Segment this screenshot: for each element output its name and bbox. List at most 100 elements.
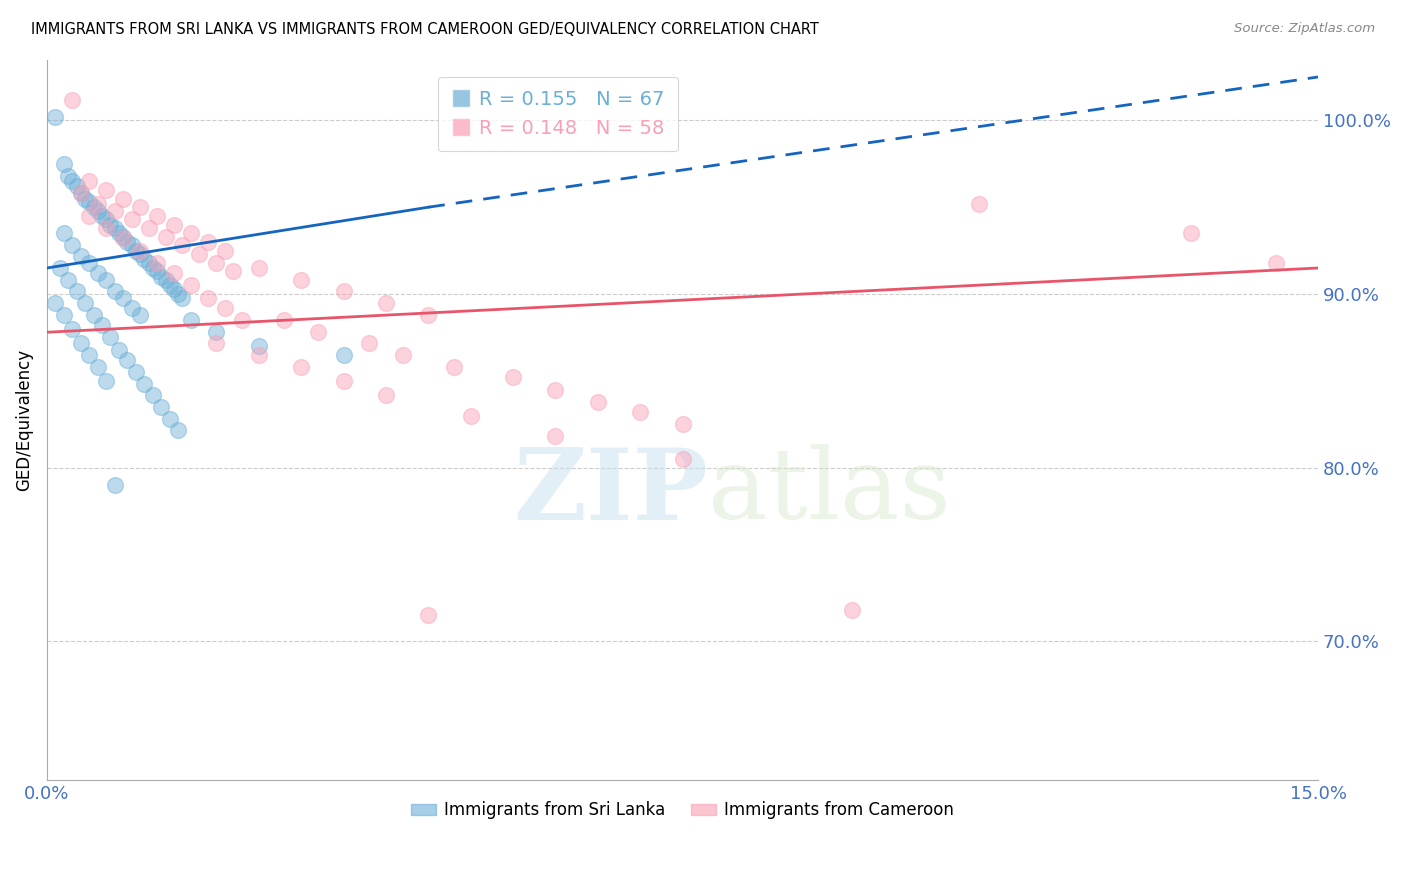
Point	[129, 247, 152, 261]
Point	[443, 359, 465, 374]
Point	[121, 212, 143, 227]
Point	[77, 174, 100, 188]
Point	[502, 370, 524, 384]
Point	[117, 353, 139, 368]
Point	[112, 229, 135, 244]
Text: IMMIGRANTS FROM SRI LANKA VS IMMIGRANTS FROM CAMEROON GED/EQUIVALENCY CORRELATIO: IMMIGRANTS FROM SRI LANKA VS IMMIGRANTS …	[31, 22, 818, 37]
Point	[231, 313, 253, 327]
Point	[188, 247, 211, 261]
Point	[60, 93, 83, 107]
Point	[544, 429, 567, 443]
Point	[44, 295, 66, 310]
Point	[146, 264, 169, 278]
Point	[96, 221, 118, 235]
Point	[65, 284, 87, 298]
Point	[214, 244, 236, 258]
Point	[332, 374, 354, 388]
Point	[65, 179, 87, 194]
Point	[155, 273, 177, 287]
Point	[544, 383, 567, 397]
Point	[129, 244, 152, 258]
Point	[100, 218, 122, 232]
Point	[108, 227, 131, 241]
Point	[586, 394, 609, 409]
Point	[44, 110, 66, 124]
Point	[247, 348, 270, 362]
Point	[214, 301, 236, 315]
Y-axis label: GED/Equivalency: GED/Equivalency	[15, 349, 32, 491]
Point	[159, 278, 181, 293]
Point	[134, 377, 156, 392]
Point	[332, 284, 354, 298]
Point	[273, 313, 295, 327]
Point	[96, 374, 118, 388]
Point	[77, 209, 100, 223]
Point	[56, 273, 79, 287]
Point	[121, 238, 143, 252]
Point	[112, 192, 135, 206]
Point	[83, 308, 105, 322]
Point	[96, 273, 118, 287]
Point	[73, 192, 96, 206]
Point	[460, 409, 482, 423]
Point	[967, 196, 990, 211]
Point	[52, 308, 75, 322]
Point	[167, 423, 190, 437]
Point	[1180, 227, 1202, 241]
Point	[91, 209, 114, 223]
Point	[374, 295, 396, 310]
Point	[112, 231, 135, 245]
Point	[247, 339, 270, 353]
Point	[150, 400, 173, 414]
Point	[104, 203, 127, 218]
Point	[374, 388, 396, 402]
Point	[87, 196, 110, 211]
Point	[163, 266, 186, 280]
Point	[671, 417, 693, 432]
Text: ZIP: ZIP	[513, 443, 709, 541]
Point	[392, 348, 415, 362]
Point	[77, 194, 100, 209]
Point	[112, 291, 135, 305]
Point	[91, 318, 114, 333]
Point	[87, 203, 110, 218]
Point	[1264, 256, 1286, 270]
Point	[247, 260, 270, 275]
Point	[87, 359, 110, 374]
Point	[163, 282, 186, 296]
Point	[52, 227, 75, 241]
Point	[60, 174, 83, 188]
Point	[150, 269, 173, 284]
Point	[121, 301, 143, 315]
Point	[197, 235, 219, 249]
Legend: Immigrants from Sri Lanka, Immigrants from Cameroon: Immigrants from Sri Lanka, Immigrants fr…	[405, 795, 960, 826]
Point	[418, 608, 440, 623]
Point	[129, 200, 152, 214]
Point	[671, 452, 693, 467]
Point	[197, 291, 219, 305]
Point	[125, 365, 148, 379]
Point	[108, 343, 131, 357]
Point	[52, 157, 75, 171]
Point	[138, 221, 160, 235]
Point	[205, 335, 228, 350]
Point	[841, 603, 863, 617]
Point	[180, 313, 202, 327]
Point	[69, 186, 91, 201]
Point	[69, 186, 91, 201]
Point	[155, 229, 177, 244]
Point	[77, 348, 100, 362]
Point	[180, 227, 202, 241]
Point	[96, 212, 118, 227]
Point	[180, 278, 202, 293]
Point	[69, 335, 91, 350]
Point	[83, 200, 105, 214]
Point	[125, 244, 148, 258]
Point	[104, 221, 127, 235]
Point	[96, 183, 118, 197]
Point	[146, 209, 169, 223]
Point	[134, 252, 156, 267]
Point	[172, 238, 194, 252]
Point	[146, 256, 169, 270]
Point	[357, 335, 380, 350]
